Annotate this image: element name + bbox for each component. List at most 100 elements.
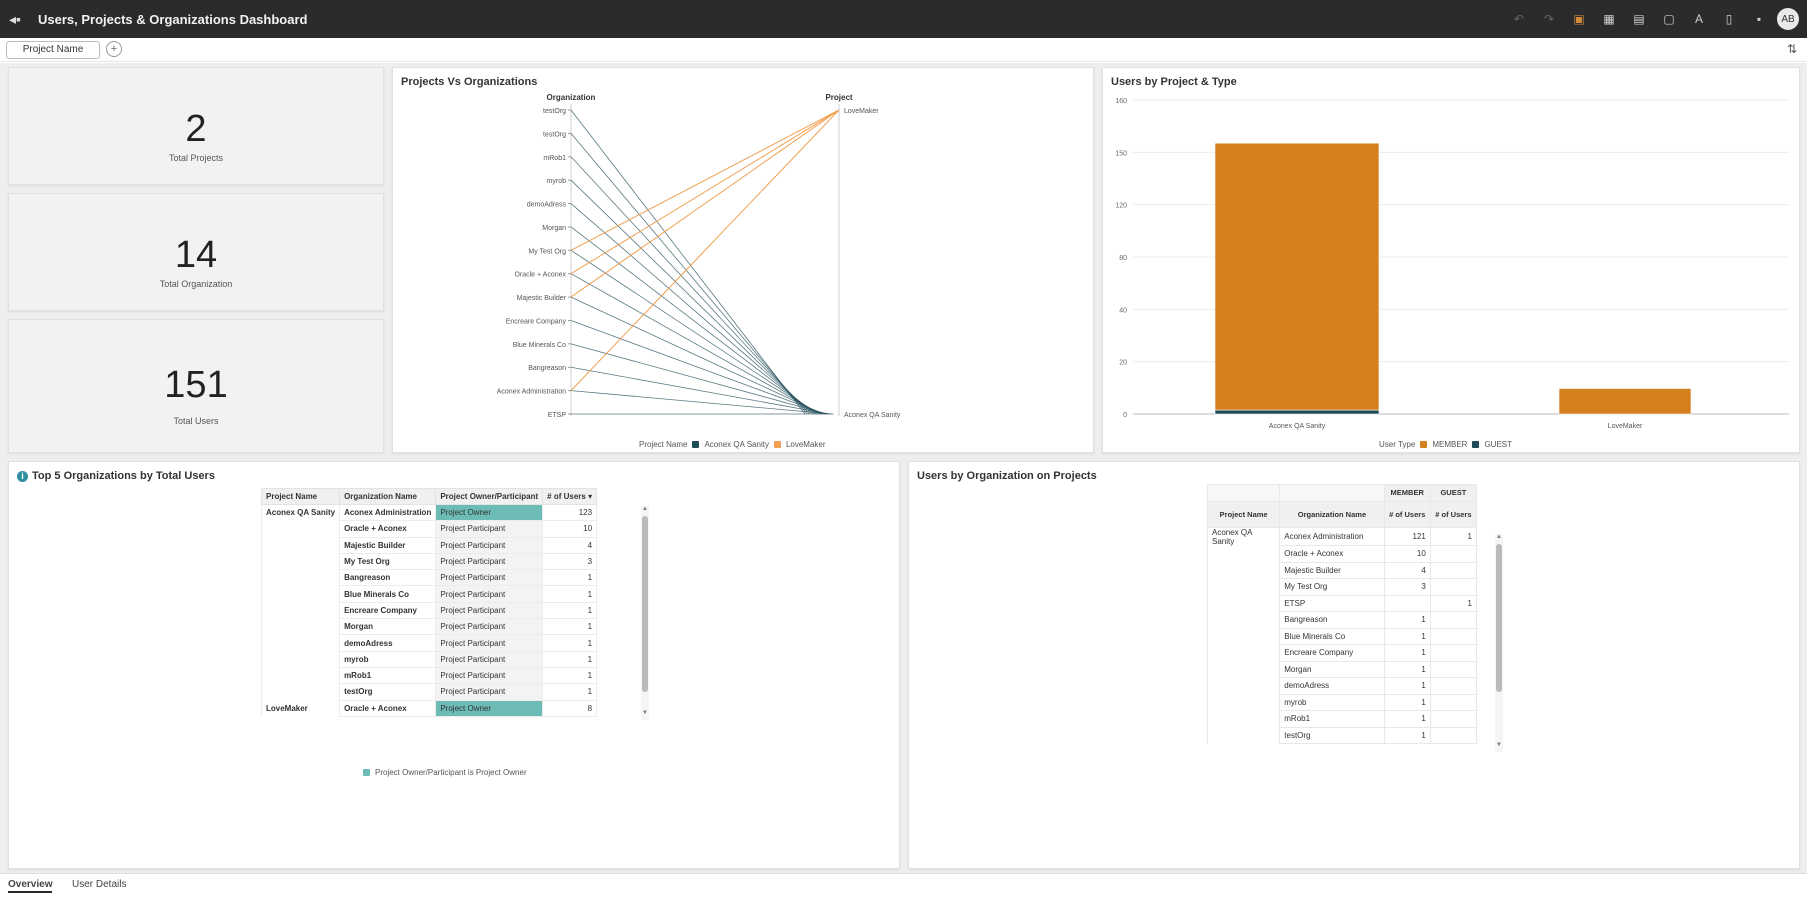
table-icon[interactable]: ▤ — [1633, 12, 1645, 26]
link-lovemaker[interactable] — [570, 109, 840, 391]
legend-item-guest[interactable]: GUEST — [1484, 440, 1512, 449]
cell-organization: Morgan — [1279, 660, 1385, 678]
tab-overview[interactable]: Overview — [8, 879, 53, 893]
table-row[interactable]: myrob 1 — [1206, 693, 1478, 711]
table-row[interactable]: Aconex QA Sanity Aconex Administration Pro… — [260, 503, 598, 522]
link-aconex[interactable] — [570, 343, 828, 415]
col-project-name[interactable]: Project Name — [1206, 500, 1281, 528]
grid-icon[interactable]: ▦ — [1603, 12, 1615, 26]
byorg-scrollbar[interactable]: ▲ ▼ — [1495, 534, 1503, 752]
bar-chart-svg: 0 20 40 80 120 150 160 Aconex QA Sanity LoveMake… — [1115, 98, 1789, 430]
table-row[interactable]: Encreare Company 1 — [1206, 644, 1478, 662]
link-lovemaker[interactable] — [570, 109, 840, 298]
cell-users: 1 — [542, 569, 598, 587]
top5-legend: Project Owner/Participant is Project Own… — [363, 768, 527, 777]
table-row[interactable]: ETSP 1 — [1206, 594, 1478, 612]
table-row[interactable]: Morgan 1 — [1206, 660, 1478, 678]
link-aconex[interactable] — [570, 296, 823, 415]
col-project-name[interactable]: Project Name — [260, 488, 341, 505]
link-aconex[interactable] — [570, 133, 808, 415]
table-row[interactable]: Aconex QA Sanity Aconex Administration 121… — [1206, 526, 1478, 546]
link-lovemaker[interactable] — [570, 109, 840, 275]
link-aconex[interactable] — [570, 249, 819, 415]
projects-vs-organizations-chart[interactable]: Projects Vs Organizations Organization Pr… — [392, 67, 1094, 453]
table-row[interactable]: testOrg Project Participant 1 — [260, 683, 598, 701]
link-aconex[interactable] — [570, 179, 812, 415]
bookmark-icon[interactable]: ▯ — [1725, 12, 1733, 26]
table-row[interactable]: mRob1 1 — [1206, 710, 1478, 728]
link-aconex[interactable] — [570, 390, 832, 415]
filter-settings-icon[interactable]: ⇅ — [1786, 42, 1797, 56]
col-guest-users[interactable]: # of Users — [1429, 500, 1478, 528]
table-row[interactable]: Blue Minerals Co 1 — [1206, 627, 1478, 645]
bar-legend: User Type MEMBER GUEST — [1379, 440, 1512, 449]
undo-icon[interactable]: ↶ — [1513, 12, 1525, 26]
back-icon[interactable]: ◂▪ — [9, 10, 21, 27]
project-name-filter[interactable]: Project Name — [6, 41, 100, 59]
cell-project — [1206, 644, 1281, 661]
scroll-up-icon[interactable]: ▲ — [642, 506, 648, 512]
link-aconex[interactable] — [570, 273, 821, 415]
save-icon[interactable]: ▪ — [1756, 12, 1762, 26]
cell-member-users: 1 — [1383, 710, 1431, 728]
scroll-thumb[interactable] — [642, 516, 648, 692]
table-row[interactable]: Bangreason 1 — [1206, 611, 1478, 629]
col-organization-name[interactable]: Organization Name — [1279, 500, 1385, 528]
link-aconex[interactable] — [570, 109, 806, 415]
legend-owner-text: Project Owner/Participant is Project Own… — [375, 768, 527, 777]
legend-item-aconex[interactable]: Aconex QA Sanity — [704, 440, 769, 449]
table-row[interactable]: testOrg 1 — [1206, 726, 1478, 744]
table-row[interactable]: My Test Org Project Participant 3 — [260, 552, 598, 571]
col-number-of-users[interactable]: # of Users ▾ — [542, 488, 598, 505]
cell-guest-users — [1429, 578, 1478, 596]
present-icon[interactable]: ▢ — [1663, 12, 1675, 26]
link-lovemaker[interactable] — [570, 109, 840, 251]
table-row[interactable]: mRob1 Project Participant 1 — [260, 666, 598, 685]
top5-scrollbar[interactable]: ▲ ▼ — [641, 506, 649, 720]
table-row[interactable]: Oracle + Aconex Project Participant 10 — [260, 520, 598, 538]
add-filter-icon[interactable]: + — [106, 41, 122, 57]
table-row[interactable]: Encreare Company Project Participant 1 — [260, 601, 598, 620]
table-row[interactable]: Blue Minerals Co Project Participant 1 — [260, 585, 598, 603]
table-row[interactable]: demoAdress 1 — [1206, 677, 1478, 695]
cell-organization: Bangreason — [339, 569, 437, 587]
cell-role: Project Participant — [435, 536, 544, 554]
table-row[interactable]: Morgan Project Participant 1 — [260, 618, 598, 636]
scroll-thumb[interactable] — [1496, 544, 1502, 692]
scroll-up-icon[interactable]: ▲ — [1496, 534, 1502, 540]
scroll-down-icon[interactable]: ▼ — [1496, 742, 1502, 748]
link-aconex[interactable] — [570, 226, 817, 415]
bar-member[interactable] — [1558, 388, 1692, 415]
redo-icon[interactable]: ↷ — [1543, 12, 1555, 26]
link-aconex[interactable] — [570, 320, 825, 415]
tab-user-details[interactable]: User Details — [72, 879, 127, 890]
link-aconex[interactable] — [570, 203, 815, 415]
table-row[interactable]: Bangreason Project Participant 1 — [260, 569, 598, 587]
bar-guest[interactable] — [1214, 409, 1380, 415]
col-member-users[interactable]: # of Users — [1383, 500, 1431, 528]
legend-item-lovemaker[interactable]: LoveMaker — [785, 440, 826, 449]
table-row[interactable]: Majestic Builder Project Participant 4 — [260, 536, 598, 554]
info-icon[interactable]: i — [17, 471, 28, 482]
data-icon[interactable]: ▣ — [1573, 12, 1585, 26]
table-row[interactable]: Oracle + Aconex 10 — [1206, 545, 1478, 563]
text-icon[interactable]: A — [1694, 12, 1703, 26]
col-owner-participant[interactable]: Project Owner/Participant — [435, 488, 544, 505]
link-aconex[interactable] — [570, 366, 830, 415]
cell-users: 1 — [542, 683, 598, 701]
users-by-project-type-chart[interactable]: Users by Project & Type 0 20 40 80 120 150 160… — [1102, 67, 1800, 453]
table-header-row: Project Name Organization Name Project O… — [260, 488, 598, 505]
table-row[interactable]: myrob Project Participant 1 — [260, 650, 598, 668]
col-organization-name[interactable]: Organization Name — [339, 488, 437, 505]
scroll-down-icon[interactable]: ▼ — [642, 710, 648, 716]
link-aconex[interactable] — [570, 156, 810, 415]
table-row[interactable]: My Test Org 3 — [1206, 578, 1478, 596]
top5-table: Project Name Organization Name Project O… — [260, 488, 598, 717]
user-avatar[interactable]: AB — [1777, 8, 1799, 30]
table-row[interactable]: Majestic Builder 4 — [1206, 561, 1478, 579]
bar-member[interactable] — [1214, 142, 1380, 411]
cell-member-users: 3 — [1383, 578, 1431, 596]
legend-item-member[interactable]: MEMBER — [1432, 440, 1468, 449]
table-row[interactable]: LoveMaker Oracle + Aconex Project Owner 8 — [260, 699, 598, 717]
table-row[interactable]: demoAdress Project Participant 1 — [260, 634, 598, 652]
